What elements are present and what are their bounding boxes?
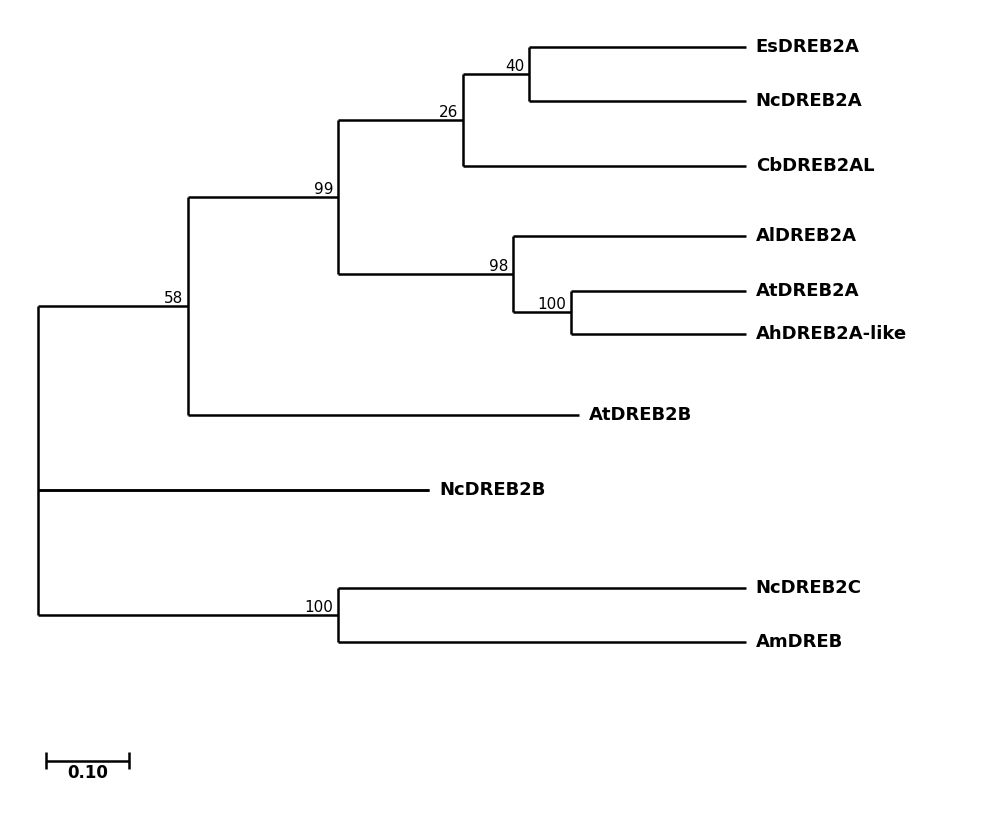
- Text: AhDREB2A-like: AhDREB2A-like: [756, 325, 907, 342]
- Text: EsDREB2A: EsDREB2A: [756, 38, 860, 57]
- Text: AtDREB2A: AtDREB2A: [756, 281, 859, 300]
- Text: NcDREB2B: NcDREB2B: [439, 482, 546, 499]
- Text: CbDREB2AL: CbDREB2AL: [756, 157, 874, 175]
- Text: NcDREB2C: NcDREB2C: [756, 579, 862, 597]
- Text: 98: 98: [489, 260, 508, 275]
- Text: 100: 100: [538, 297, 567, 312]
- Text: AmDREB: AmDREB: [756, 633, 843, 650]
- Text: 0.10: 0.10: [67, 764, 108, 782]
- Text: AlDREB2A: AlDREB2A: [756, 227, 857, 245]
- Text: NcDREB2A: NcDREB2A: [756, 93, 862, 110]
- Text: 58: 58: [164, 291, 183, 306]
- Text: 40: 40: [506, 59, 525, 74]
- Text: 100: 100: [304, 600, 333, 615]
- Text: AtDREB2B: AtDREB2B: [589, 406, 692, 424]
- Text: 99: 99: [314, 182, 333, 197]
- Text: 26: 26: [439, 105, 458, 120]
